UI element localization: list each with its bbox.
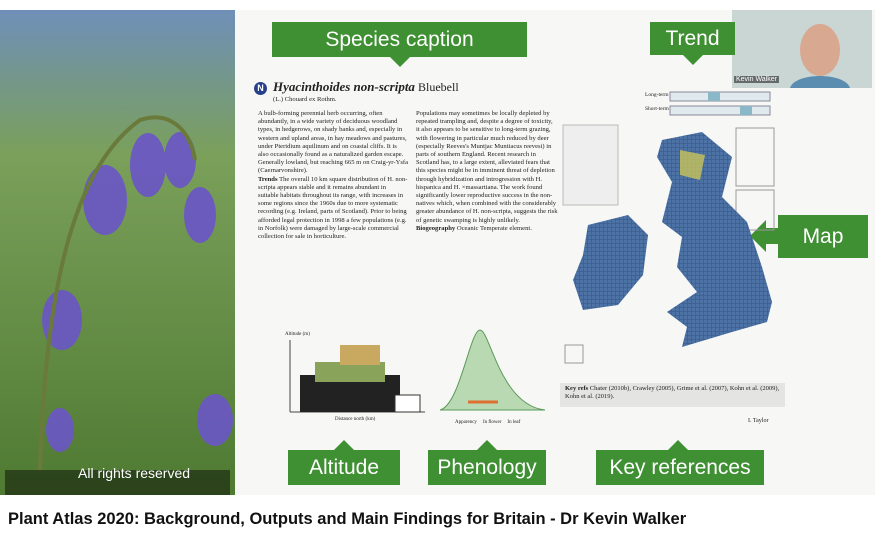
badge: N — [254, 82, 267, 95]
label: Key references — [596, 450, 764, 485]
key-refs: Key refs Chater (2010b), Crawley (2005),… — [565, 385, 780, 401]
paragraph: The overall 10 km square distribution of… — [258, 176, 407, 240]
legend-item: In leaf — [507, 420, 520, 425]
legend: Apparency In flower In leaf — [455, 420, 520, 425]
label: Species caption — [272, 22, 527, 57]
legend-item: Apparency — [455, 420, 477, 425]
paragraph: A bulb-forming perennial herb occurring,… — [258, 110, 408, 174]
common-name: Bluebell — [418, 80, 459, 95]
trend-label: Short-term — [645, 106, 669, 112]
trend-label: Long-term — [645, 92, 669, 98]
paragraph: Oceanic Temperate element. — [457, 225, 532, 232]
axis-label: Altitude (m) — [285, 332, 310, 337]
species-name: Hyacinthoides non-scripta — [273, 79, 415, 95]
heading: Biogeography — [416, 225, 455, 232]
label: Altitude — [288, 450, 400, 485]
heading: Trends — [258, 176, 278, 183]
label: Map — [778, 215, 868, 258]
paragraph: Populations may sometimes be locally dep… — [416, 110, 558, 224]
webcam-name: Kevin Walker — [734, 76, 779, 83]
heading: Key refs — [565, 385, 588, 392]
photo-overlay: All rights reserved — [78, 465, 190, 481]
page: All rights reserved Species caption Tren… — [0, 0, 881, 535]
legend-table — [563, 125, 618, 205]
footer-title: Plant Atlas 2020: Background, Outputs an… — [8, 510, 686, 529]
legend-item: In flower — [483, 420, 501, 425]
face — [800, 24, 840, 76]
paragraph: Chater (2010b), Crawley (2005), Grime et… — [565, 385, 779, 400]
label: Phenology — [428, 450, 546, 485]
column: Populations may sometimes be locally dep… — [416, 110, 558, 305]
authority: (L.) Chouard ex Rothm. — [273, 96, 337, 103]
axis-label: Distance north (km) — [335, 417, 375, 422]
column: A bulb-forming perennial herb occurring,… — [258, 110, 408, 315]
author: I. Taylor — [748, 418, 768, 424]
label: Trend — [650, 22, 735, 55]
